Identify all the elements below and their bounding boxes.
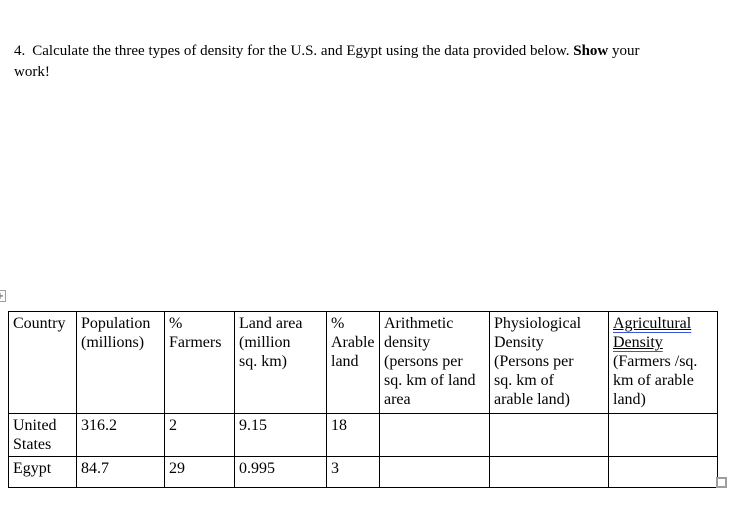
cell-egypt-physiological-density[interactable]	[489, 456, 609, 488]
cell-egypt-population[interactable]: 84.7	[76, 456, 165, 488]
header-cell-arithmetic-density[interactable]: Arithmetic density (persons per sq. km o…	[379, 311, 490, 414]
value-us-country: United States	[13, 417, 57, 453]
header-label-percent-arable: % Arable land	[331, 315, 375, 370]
header-label-land-area: Land area (million sq. km)	[239, 315, 303, 370]
cell-us-percent-farmers[interactable]: 2	[164, 413, 235, 457]
table-row-egypt: Egypt 84.7 29 0.995 3	[8, 456, 718, 488]
value-us-percent-farmers: 2	[169, 417, 177, 434]
question-number: 4.	[14, 43, 26, 59]
cell-egypt-arithmetic-density[interactable]	[379, 456, 490, 488]
cell-us-land-area[interactable]: 9.15	[234, 413, 327, 457]
question-text[interactable]: 4. Calculate the three types of density f…	[14, 41, 720, 83]
cell-us-percent-arable[interactable]: 18	[326, 413, 380, 457]
header-label-percent-farmers: % Farmers	[169, 315, 222, 351]
cell-us-arithmetic-density[interactable]	[379, 413, 490, 457]
header-cell-land-area[interactable]: Land area (million sq. km)	[234, 311, 327, 414]
header-cell-population[interactable]: Population (millions)	[76, 311, 165, 414]
header-cell-country[interactable]: Country	[8, 311, 77, 414]
question-bold-word: Show	[573, 43, 609, 59]
cell-us-physiological-density[interactable]	[489, 413, 609, 457]
value-egypt-country: Egypt	[13, 460, 52, 477]
header-cell-percent-arable[interactable]: % Arable land	[326, 311, 380, 414]
agricultural-underline: Agricultural Density	[613, 315, 691, 351]
header-label-agricultural-density: Agricultural Density	[613, 315, 692, 351]
table-move-handle-icon: +	[0, 291, 4, 302]
header-cell-agricultural-density[interactable]: Agricultural Density (Farmers /sq. km of…	[608, 311, 718, 414]
cell-us-population[interactable]: 316.2	[76, 413, 165, 457]
header-label-country: Country	[13, 315, 66, 332]
value-egypt-land-area: 0.995	[239, 460, 275, 477]
question-body: Calculate the three types of density for…	[32, 43, 574, 59]
cell-egypt-land-area[interactable]: 0.995	[234, 456, 327, 488]
question-tail: your work!	[14, 43, 640, 80]
cell-egypt-percent-arable[interactable]: 3	[326, 456, 380, 488]
value-egypt-percent-farmers: 29	[169, 460, 185, 477]
cell-egypt-percent-farmers[interactable]: 29	[164, 456, 235, 488]
value-egypt-percent-arable: 3	[331, 460, 339, 477]
header-label-population: Population (millions)	[81, 315, 151, 351]
table-row-united-states: United States 316.2 2 9.15 18	[8, 413, 718, 457]
cell-us-agricultural-density[interactable]	[608, 413, 718, 457]
cell-us-country[interactable]: United States	[8, 413, 77, 457]
header-cell-physiological-density[interactable]: Physiological Density (Persons per sq. k…	[489, 311, 609, 414]
table-row-header: Country Population (millions) % Farmers …	[8, 311, 718, 414]
table-move-handle[interactable]: +	[0, 290, 6, 302]
header-cell-percent-farmers[interactable]: % Farmers	[164, 311, 235, 414]
header-label-physiological-density: Physiological Density (Persons per sq. k…	[494, 315, 582, 408]
value-egypt-population: 84.7	[81, 460, 109, 477]
value-us-population: 316.2	[81, 417, 117, 434]
cell-egypt-agricultural-density[interactable]	[608, 456, 718, 488]
header-label-arithmetic-density: Arithmetic density (persons per sq. km o…	[384, 315, 476, 408]
value-us-percent-arable: 18	[331, 417, 347, 434]
value-us-land-area: 9.15	[239, 417, 267, 434]
table-resize-handle[interactable]	[716, 477, 727, 488]
density-data-table: Country Population (millions) % Farmers …	[8, 311, 718, 488]
header-label-agricultural-units: (Farmers /sq. km of arable land)	[613, 353, 698, 408]
cell-egypt-country[interactable]: Egypt	[8, 456, 77, 488]
